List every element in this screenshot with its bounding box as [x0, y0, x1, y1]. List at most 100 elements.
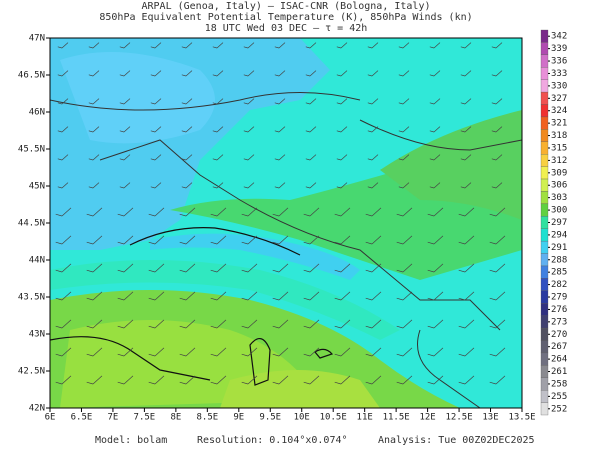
colorbar-swatch	[540, 253, 549, 267]
wind-barb	[150, 126, 162, 133]
wind-barb	[55, 263, 72, 273]
wind-barb	[88, 154, 100, 161]
wind-barb	[57, 182, 69, 189]
wind-barb	[427, 263, 444, 273]
colorbar-label: 258	[551, 379, 567, 389]
wind-barb	[334, 207, 351, 217]
wind-barb	[148, 319, 165, 329]
lat-label: 45.5N	[18, 145, 45, 155]
wind-barb	[210, 347, 227, 357]
wind-barb	[181, 70, 193, 77]
colorbar-label: 264	[551, 355, 567, 365]
footer-model: Model: bolam	[95, 435, 167, 446]
wind-barb	[210, 375, 227, 385]
wind-barb	[365, 375, 382, 385]
wind-barb	[427, 291, 444, 301]
wind-barb	[241, 207, 258, 217]
wind-barb	[274, 98, 286, 105]
colorbar-label: 252	[551, 404, 567, 414]
wind-barb	[57, 70, 69, 77]
wind-barb	[86, 347, 103, 357]
lat-label: 46N	[29, 108, 45, 118]
lon-label: 10E	[294, 413, 310, 423]
wind-barb	[398, 70, 410, 77]
colorbar-label: 306	[551, 181, 567, 191]
wind-barb	[243, 98, 255, 105]
wind-barb	[427, 375, 444, 385]
wind-barb	[274, 70, 286, 77]
wind-barb	[88, 98, 100, 105]
wind-barb	[117, 235, 134, 245]
wind-barb	[148, 235, 165, 245]
wind-barb	[303, 207, 320, 217]
wind-barb	[396, 319, 413, 329]
header-line: 18 UTC Wed 03 DEC – τ = 42h	[205, 23, 368, 34]
colorbar-swatch	[540, 240, 549, 254]
colorbar-label: 318	[551, 131, 567, 141]
wind-barb	[303, 263, 320, 273]
wind-barb	[243, 70, 255, 77]
wind-barb	[491, 154, 503, 161]
wind-barb	[305, 98, 317, 105]
wind-barb	[243, 182, 255, 189]
wind-barb	[55, 319, 72, 329]
wind-barb	[303, 347, 320, 357]
wind-barb	[491, 42, 503, 49]
wind-barb	[210, 291, 227, 301]
wind-barb	[148, 263, 165, 273]
wind-barb	[460, 126, 472, 133]
colorbar-label: 279	[551, 293, 567, 303]
header-line: 850hPa Equivalent Potential Temperature …	[99, 12, 472, 23]
wind-barb	[274, 182, 286, 189]
colorbar-swatch	[540, 54, 549, 68]
colorbar-label: 300	[551, 206, 567, 216]
colorbar-swatch	[540, 79, 549, 93]
wind-barb	[181, 126, 193, 133]
wind-barb	[460, 98, 472, 105]
wind-barb	[305, 126, 317, 133]
wind-barb	[398, 98, 410, 105]
wind-barb	[148, 347, 165, 357]
wind-barb	[429, 42, 441, 49]
wind-barb	[210, 263, 227, 273]
wind-barb	[427, 207, 444, 217]
lat-label: 42.5N	[18, 367, 45, 377]
lat-label: 45N	[29, 182, 45, 192]
wind-barb	[55, 347, 72, 357]
colorbar-swatch	[540, 278, 549, 291]
wind-barb	[150, 98, 162, 105]
wind-barb	[491, 98, 503, 105]
wind-barb	[179, 347, 196, 357]
wind-barb	[334, 319, 351, 329]
colorbar-swatch	[540, 129, 549, 142]
colorbar-label: 327	[551, 94, 567, 104]
wind-barb	[57, 154, 69, 161]
lon-label: 8E	[170, 413, 181, 423]
wind-barb	[398, 182, 410, 189]
wind-barb	[336, 70, 348, 77]
wind-barb	[55, 235, 72, 245]
wind-barb	[460, 182, 472, 189]
wind-barb	[303, 319, 320, 329]
colorbar-label: 288	[551, 255, 567, 265]
wind-barb	[489, 235, 506, 245]
wind-barb	[57, 126, 69, 133]
wind-barb	[336, 98, 348, 105]
wind-barb	[119, 182, 131, 189]
wind-barb	[212, 42, 224, 49]
wind-barb	[429, 126, 441, 133]
wind-barb	[243, 154, 255, 161]
wind-barb	[212, 154, 224, 161]
colorbar-swatch	[540, 315, 549, 329]
colorbar-label: 321	[551, 119, 567, 129]
colorbar-swatch	[540, 91, 549, 105]
lat-label: 44.5N	[18, 219, 45, 229]
wind-barb	[210, 235, 227, 245]
colorbar-swatch	[540, 402, 549, 416]
lat-label: 42N	[29, 404, 45, 414]
wind-barb	[119, 42, 131, 49]
wind-barb	[179, 235, 196, 245]
lon-label: 12.5E	[446, 413, 473, 423]
colorbar-swatch	[540, 42, 549, 55]
